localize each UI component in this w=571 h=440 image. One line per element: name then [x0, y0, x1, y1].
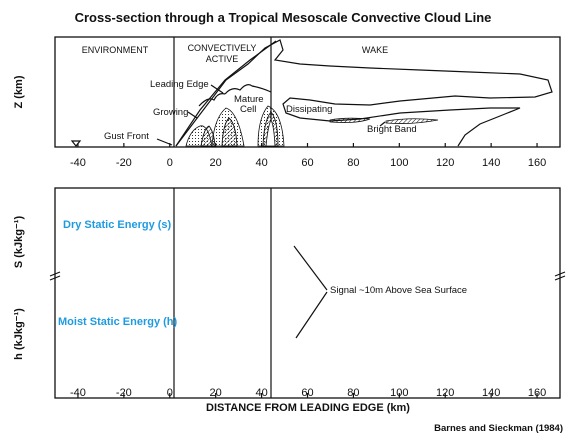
bottom-x-tick-label: 0: [167, 387, 173, 399]
s-axis-label: S (kJkg⁻¹): [13, 216, 25, 269]
region-active-label-line2: ACTIVE: [206, 54, 239, 64]
leading-edge-line: [175, 40, 277, 147]
citation: Barnes and Sieckman (1984): [434, 423, 563, 434]
bottom-x-tick-label: 60: [301, 387, 313, 399]
dry-static-energy-label: Dry Static Energy (s): [63, 219, 172, 231]
bottom-x-tick-label: -40: [70, 387, 86, 399]
x-axis-label: DISTANCE FROM LEADING EDGE (km): [206, 402, 410, 414]
label-mature-line2: Cell: [240, 104, 256, 115]
label-bright-band: Bright Band: [367, 124, 417, 135]
top-x-tick-label: 100: [390, 157, 408, 169]
label-mature-line1: Mature: [234, 94, 264, 105]
bottom-x-tick-label: 20: [210, 387, 222, 399]
top-x-tick-label: 160: [528, 157, 546, 169]
left-axis-break: [49, 271, 61, 281]
top-x-tick-label: 40: [255, 157, 267, 169]
top-x-tick-label: 20: [210, 157, 222, 169]
figure-title: Cross-section through a Tropical Mesosca…: [75, 10, 492, 25]
cross-section-panel: ENVIRONMENT CONVECTIVELY ACTIVE WAKE Lea…: [13, 36, 561, 169]
top-x-tick-label: 0: [167, 157, 173, 169]
top-x-ticks: -40 -20 0 20 40 60 80 100 120 140 160: [70, 143, 546, 169]
bottom-x-ticks: -40 -20 0 20 40 60 80 100 120 140 160: [70, 387, 546, 399]
label-dissipating: Dissipating: [286, 104, 332, 115]
bottom-x-tick-label: 160: [528, 387, 546, 399]
top-x-tick-label: 140: [482, 157, 500, 169]
region-active-label-line1: CONVECTIVELY: [188, 43, 257, 53]
dissipating-cell-outline: [251, 85, 272, 93]
bottom-x-tick-label: 120: [436, 387, 454, 399]
bright-band-left: [329, 117, 371, 123]
leader-bright-band: [379, 121, 386, 127]
h-axis-label: h (kJkg⁻¹): [13, 308, 25, 360]
moist-static-energy-label: Moist Static Energy (h): [58, 316, 178, 328]
label-leading-edge: Leading Edge: [150, 79, 209, 90]
top-y-axis-label: Z (km): [13, 75, 25, 108]
top-x-tick-label: -40: [70, 157, 86, 169]
bottom-x-tick-label: 100: [390, 387, 408, 399]
label-growing: Growing: [153, 107, 188, 118]
dissipating-cell-gap: [265, 119, 276, 147]
growing-cell-outline: [198, 93, 226, 107]
signal-leader-h: [295, 291, 328, 339]
mature-cell-core: [221, 117, 238, 147]
cloud-outline: [175, 39, 553, 147]
top-x-tick-label: -20: [116, 157, 132, 169]
leader-leading-edge: [210, 84, 224, 94]
bottom-x-tick-label: 80: [347, 387, 359, 399]
leader-growing: [187, 111, 198, 119]
bottom-x-tick-label: 40: [255, 387, 267, 399]
top-x-tick-label: 60: [301, 157, 313, 169]
label-gust-front: Gust Front: [104, 131, 149, 142]
energy-panel: Dry Static Energy (s) Moist Static Energ…: [13, 187, 566, 414]
bottom-x-tick-label: -20: [116, 387, 132, 399]
bottom-x-tick-label: 140: [482, 387, 500, 399]
observation-marker-icon: [70, 140, 82, 147]
signal-note: Signal ~10m Above Sea Surface: [330, 285, 467, 296]
right-axis-break: [554, 271, 566, 281]
bright-band-right: [385, 118, 439, 124]
region-environment-label: ENVIRONMENT: [82, 45, 149, 55]
signal-leader-s: [293, 245, 328, 291]
region-wake-label: WAKE: [362, 45, 388, 55]
top-x-tick-label: 80: [347, 157, 359, 169]
mature-cell-outline: [224, 84, 253, 95]
top-x-tick-label: 120: [436, 157, 454, 169]
